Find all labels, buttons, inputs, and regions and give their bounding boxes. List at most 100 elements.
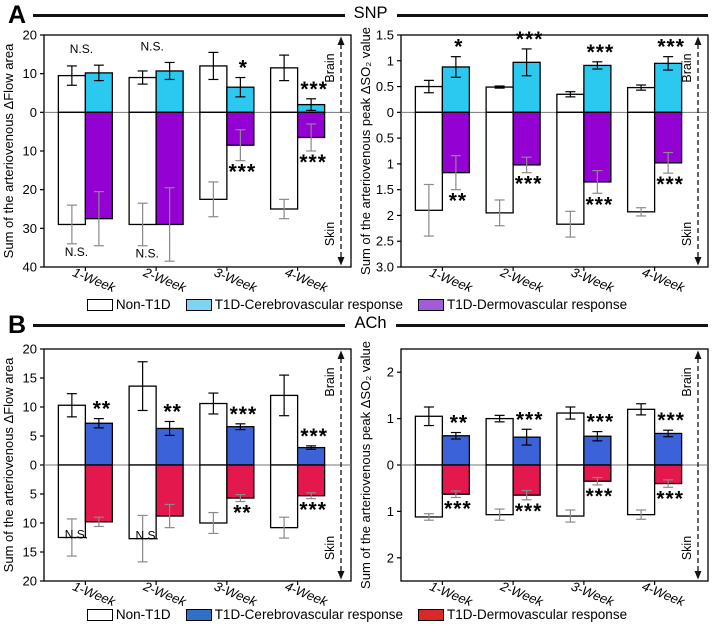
chart-b-right: 2 1 0 1 2 Sum of the arteriovenous peak ΔSO₂ … xyxy=(358,341,709,610)
y-tick-label: 15 xyxy=(23,371,37,386)
significance-top: *** xyxy=(657,36,685,59)
x-tick-label: 2-Week xyxy=(140,264,189,296)
y-tick-label: 2 xyxy=(387,208,394,223)
panel-a-label: A xyxy=(8,1,27,29)
significance-top: * xyxy=(239,57,248,80)
up-arrow-icon xyxy=(694,350,702,359)
y-tick-label: 1 xyxy=(387,504,394,519)
y-tick-label: 2 xyxy=(387,550,394,565)
y-tick-label: 10 xyxy=(23,144,37,159)
x-tick-label: 1-Week xyxy=(428,265,476,296)
significance-top: *** xyxy=(230,403,258,426)
x-tick-label: 2-Week xyxy=(140,578,189,610)
x-tick-label: 3-Week xyxy=(212,579,260,610)
x-tick-label: 2-Week xyxy=(497,264,546,296)
y-tick-label: 1.5 xyxy=(376,28,394,43)
significance-top: ** xyxy=(163,401,181,424)
y-axis-label: Sum of the arteriovenous ΔFlow area xyxy=(1,43,16,258)
y-axis-label: Sum of the arteriovenous peak ΔSO₂ value xyxy=(358,341,373,589)
legend-item: T1D-Dermovascular response xyxy=(418,297,627,312)
y-tick-label: 20 xyxy=(23,342,37,357)
bar xyxy=(296,464,326,497)
bar xyxy=(269,394,299,466)
header-rule xyxy=(33,324,346,327)
significance-top: *** xyxy=(587,41,615,64)
x-tick-label: 4-Week xyxy=(283,579,331,610)
y-tick-label: 1 xyxy=(387,53,394,68)
bar xyxy=(653,62,683,113)
x-tick-label: 1-Week xyxy=(71,579,119,610)
bar xyxy=(556,111,585,225)
significance-bottom: ** xyxy=(449,190,467,213)
significance-bottom: *** xyxy=(229,161,257,184)
bar xyxy=(583,64,612,113)
y-tick-label: 0 xyxy=(30,458,37,473)
y-tick-label: 20 xyxy=(23,574,37,589)
y-tick-label: 1 xyxy=(387,411,394,426)
bar xyxy=(84,464,114,523)
bar xyxy=(485,417,514,466)
brain-label: Brain xyxy=(680,53,694,82)
legend-item: T1D-Cerebrovascular response xyxy=(185,297,403,312)
legend-swatch xyxy=(86,298,113,311)
legend-panel-b: Non-T1D T1D-Cerebrovascular response T1D-D… xyxy=(0,607,714,622)
down-arrow-icon xyxy=(337,257,345,266)
significance-bottom: N.S. xyxy=(65,245,88,259)
skin-label: Skin xyxy=(680,536,694,560)
y-tick-label: 0 xyxy=(30,105,37,120)
y-axis-label: Sum of the arteriovenous peak ΔSO₂ value xyxy=(358,27,373,275)
brain-label: Brain xyxy=(323,367,337,396)
legend-item: Non-T1D xyxy=(86,297,171,312)
y-tick-label: 5 xyxy=(30,429,37,444)
significance-bottom: *** xyxy=(586,193,614,216)
brain-label: Brain xyxy=(680,367,694,396)
y-tick-label: 10 xyxy=(23,400,37,415)
bar xyxy=(626,408,656,466)
y-tick-label: 0 xyxy=(387,105,394,120)
significance-bottom: *** xyxy=(515,173,543,196)
x-tick-label: 3-Week xyxy=(569,265,617,296)
panel-a-title: SNP xyxy=(353,4,388,22)
bar xyxy=(626,111,656,213)
y-tick-label: 3.0 xyxy=(376,260,394,275)
y-tick-label: 20 xyxy=(23,28,37,43)
bar xyxy=(296,446,326,466)
legend-swatch xyxy=(185,608,212,621)
significance-bottom: *** xyxy=(656,173,684,196)
y-tick-label: 0 xyxy=(387,458,394,473)
panel-b-label: B xyxy=(8,311,27,339)
significance-bottom: ** xyxy=(233,502,251,525)
chart-b-left: 20 15 10 5 0 5 10 15 20 Sum of the arteriovenous … xyxy=(1,342,352,610)
significance-top: *** xyxy=(516,28,544,51)
panel-a-header: A SNP xyxy=(8,3,708,28)
bar xyxy=(653,432,683,466)
bar xyxy=(226,464,255,499)
significance-bottom: *** xyxy=(444,497,472,520)
bar xyxy=(155,464,184,517)
bar xyxy=(512,111,541,166)
significance-top: *** xyxy=(300,78,328,101)
x-tick-label: 1-Week xyxy=(428,579,476,610)
bar xyxy=(485,111,514,214)
significance-bottom: *** xyxy=(299,499,327,522)
bar xyxy=(485,86,514,113)
y-axis-label: Sum of the arteriovenous ΔFlow area xyxy=(1,357,16,572)
legend-item: T1D-Dermovascular response xyxy=(418,607,627,622)
x-tick-label: 1-Week xyxy=(71,265,119,296)
significance-bottom: N.S. xyxy=(135,529,158,543)
x-tick-label: 2-Week xyxy=(497,578,546,610)
x-tick-label: 3-Week xyxy=(212,265,260,296)
bar xyxy=(226,426,255,466)
x-tick-label: 4-Week xyxy=(283,265,331,296)
significance-bottom: *** xyxy=(515,500,543,523)
y-tick-label: 10 xyxy=(23,516,37,531)
skin-label: Skin xyxy=(323,536,337,560)
x-tick-label: 3-Week xyxy=(569,579,617,610)
significance-bottom: N.S. xyxy=(65,527,88,541)
bar xyxy=(626,86,656,113)
panel-b-title: ACh xyxy=(354,314,387,332)
significance-top: *** xyxy=(516,408,544,431)
legend-label: T1D-Dermovascular response xyxy=(447,607,628,622)
significance-top: ** xyxy=(450,412,468,435)
